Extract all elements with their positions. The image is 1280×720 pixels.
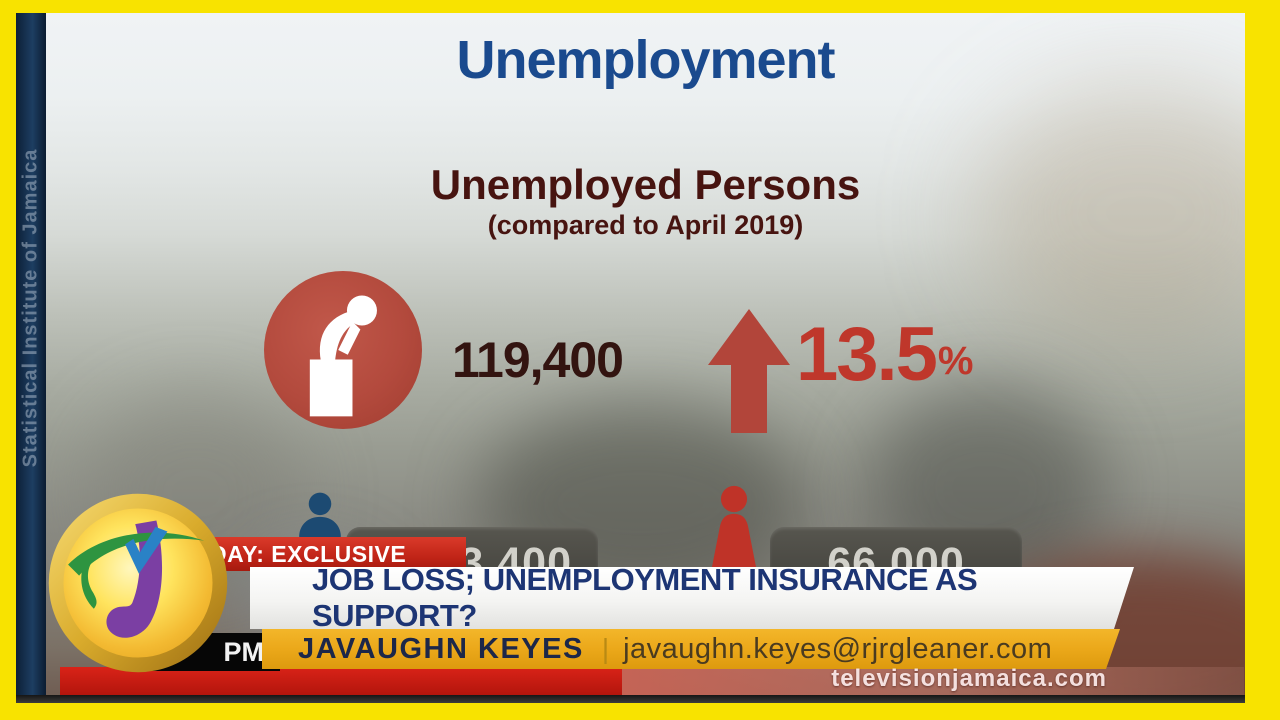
exclusive-tag: DAY: EXCLUSIVE: [194, 537, 466, 571]
infographic-heading: Unemployed Persons: [430, 161, 861, 208]
byline-separator: |: [601, 633, 610, 664]
source-label: Statistical Institute of Jamaica: [19, 148, 42, 468]
infographic-subheading: (compared to April 2019): [487, 210, 804, 240]
tvj-logo-icon: [48, 493, 228, 673]
percent-sign: %: [937, 339, 974, 383]
headline-bar: JOB LOSS; UNEMPLOYMENT INSURANCE AS SUPP…: [250, 567, 1134, 629]
byline-bar: JAVAUGHN KEYES | javaughn.keyes@rjrglean…: [262, 629, 1120, 669]
dejected-person-icon: [309, 295, 377, 417]
total-unemployed-value: 119,400: [452, 332, 624, 388]
unemployed-person-badge: [264, 271, 422, 429]
up-arrow-icon: [708, 309, 790, 433]
bottom-edge-strip: [16, 695, 1245, 703]
tvj-logo: [46, 491, 230, 675]
reporter-email: javaughn.keyes@rjrgleaner.com: [623, 632, 1053, 665]
infographic-title: Unemployment: [456, 30, 835, 90]
reporter-name: JAVAUGHN KEYES: [298, 632, 584, 665]
station-watermark: televisionjamaica.com: [831, 665, 1107, 692]
percent-change-value: 13.5: [796, 312, 938, 397]
side-source-strip: Statistical Institute of Jamaica: [16, 13, 46, 703]
background-blur-blob: [976, 83, 1245, 343]
broadcast-screen: Statistical Institute of Jamaica Unemplo…: [16, 13, 1245, 703]
clock-suffix: PM: [223, 636, 265, 667]
female-person-icon: [704, 485, 764, 569]
percent-change: 13.5%: [796, 311, 974, 398]
headline-text: JOB LOSS; UNEMPLOYMENT INSURANCE AS SUPP…: [312, 562, 978, 633]
